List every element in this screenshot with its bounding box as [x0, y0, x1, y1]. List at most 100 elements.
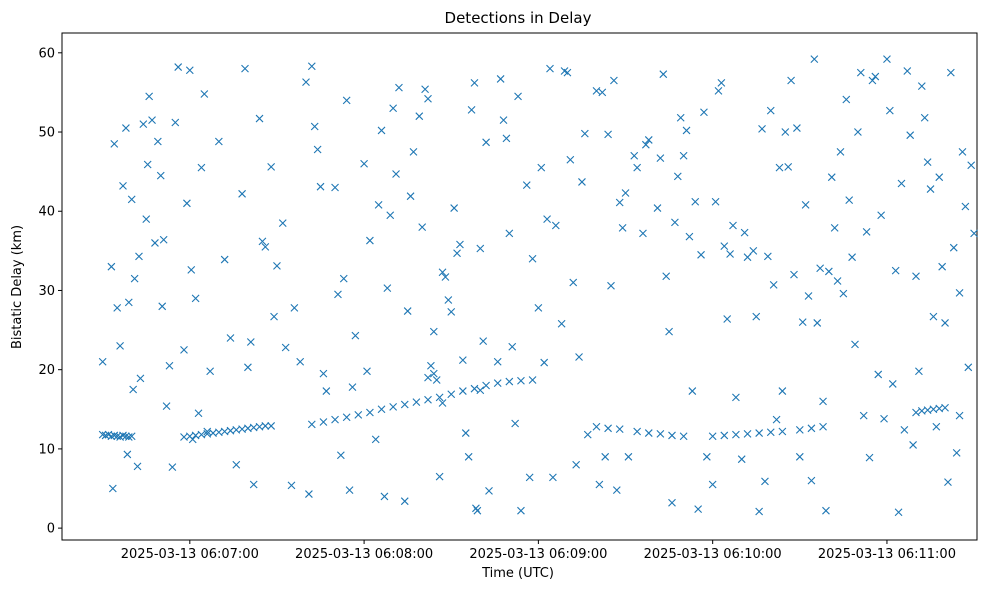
- data-point: [377, 126, 386, 135]
- data-point: [729, 221, 737, 230]
- data-point: [461, 429, 470, 437]
- data-point: [472, 504, 480, 513]
- data-point: [110, 431, 119, 440]
- data-point: [441, 273, 450, 281]
- data-point: [732, 430, 740, 439]
- data-point: [929, 312, 938, 321]
- data-point: [458, 356, 467, 365]
- data-point: [662, 272, 671, 281]
- data-point: [278, 219, 287, 228]
- data-point: [238, 189, 246, 198]
- data-point: [302, 78, 310, 87]
- data-point: [691, 197, 700, 206]
- data-point: [755, 507, 764, 516]
- data-point: [316, 182, 325, 191]
- data-point: [758, 124, 766, 133]
- data-point: [383, 284, 392, 292]
- data-point: [307, 62, 316, 71]
- data-point: [575, 353, 583, 361]
- data-point: [124, 433, 133, 441]
- data-point: [546, 64, 554, 73]
- data-point: [604, 424, 612, 433]
- data-point: [798, 318, 807, 327]
- data-point: [522, 181, 531, 189]
- data-point: [592, 86, 601, 95]
- data-point: [479, 337, 488, 346]
- data-point: [592, 422, 601, 431]
- scatter-points: [98, 55, 978, 517]
- data-point: [848, 253, 856, 262]
- data-point: [656, 429, 665, 438]
- data-point: [781, 128, 790, 136]
- data-point: [801, 201, 810, 209]
- data-point: [859, 411, 868, 420]
- data-point: [720, 431, 729, 440]
- data-point: [949, 243, 958, 252]
- data-point: [580, 129, 589, 138]
- data-point: [331, 183, 339, 192]
- data-point: [610, 76, 618, 85]
- data-point: [226, 334, 235, 342]
- data-point: [795, 425, 804, 434]
- data-point: [232, 460, 241, 469]
- data-point: [772, 415, 781, 424]
- data-point: [714, 86, 723, 95]
- x-tick-label: 2025-03-13 06:07:00: [121, 547, 259, 562]
- data-point: [682, 126, 691, 135]
- x-tick-label: 2025-03-13 06:09:00: [469, 547, 607, 562]
- data-point: [958, 147, 967, 156]
- data-point: [502, 134, 511, 143]
- data-point: [888, 380, 897, 388]
- data-point: [319, 369, 328, 378]
- data-point: [827, 173, 836, 182]
- data-point: [168, 463, 177, 472]
- data-point: [206, 367, 215, 376]
- data-point: [319, 418, 328, 426]
- data-point: [127, 195, 136, 204]
- data-point: [432, 376, 441, 384]
- data-point: [868, 76, 877, 85]
- data-point: [906, 131, 915, 140]
- data-point: [551, 221, 560, 230]
- data-point: [839, 289, 848, 298]
- data-point: [435, 472, 444, 481]
- data-point: [287, 481, 296, 490]
- data-point: [793, 124, 801, 132]
- data-point: [107, 262, 116, 271]
- data-point: [473, 506, 482, 515]
- data-point: [505, 377, 514, 386]
- data-point: [920, 113, 929, 122]
- data-point: [98, 430, 107, 439]
- y-tick-label: 40: [38, 205, 55, 220]
- data-point: [322, 387, 331, 395]
- data-point: [935, 173, 944, 182]
- y-axis: 0 10 20 30 40 50 60: [38, 46, 62, 537]
- data-point: [296, 357, 305, 366]
- data-point: [496, 75, 505, 83]
- data-point: [583, 430, 592, 439]
- data-point: [967, 161, 976, 170]
- data-point: [203, 427, 212, 436]
- y-tick-label: 50: [38, 126, 55, 141]
- data-point: [249, 480, 258, 489]
- data-point: [534, 304, 543, 312]
- data-point: [720, 242, 729, 250]
- data-point: [528, 254, 537, 263]
- data-point: [517, 506, 525, 515]
- chart-title: Detections in Delay: [445, 9, 592, 27]
- y-tick-label: 0: [47, 522, 55, 537]
- data-point: [514, 92, 522, 101]
- data-point: [124, 298, 133, 307]
- data-point: [366, 408, 374, 417]
- data-point: [708, 480, 717, 489]
- data-point: [923, 158, 932, 167]
- x-tick-label: 2025-03-13 06:08:00: [295, 547, 433, 562]
- data-point: [926, 185, 935, 193]
- data-point: [644, 136, 653, 144]
- data-point: [258, 237, 267, 246]
- data-point: [171, 118, 180, 127]
- data-point: [633, 427, 642, 436]
- data-point: [336, 451, 345, 460]
- data-point: [139, 120, 148, 128]
- data-point: [877, 211, 886, 220]
